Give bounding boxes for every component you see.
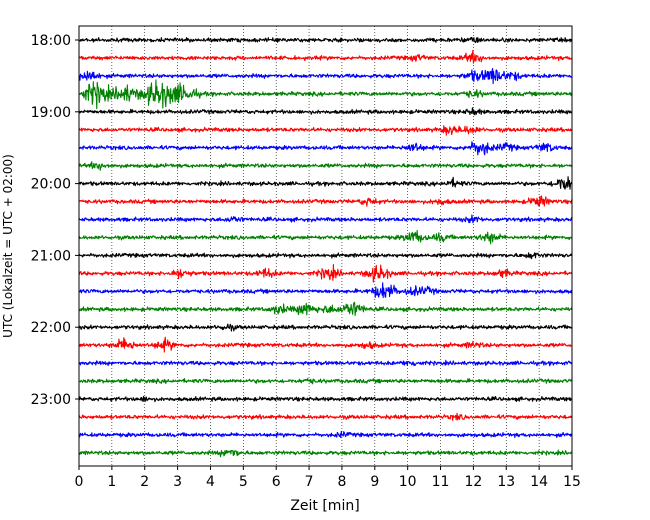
x-tick-label: 6: [272, 474, 281, 490]
trace-2045: [78, 229, 573, 245]
trace-2130: [78, 282, 573, 299]
x-tick-label: 7: [305, 474, 314, 490]
y-axis-label: UTC (Lokalzeit = UTC + 02:00): [1, 154, 15, 338]
y-tick-label: 23:00: [31, 392, 71, 408]
x-tick-label: 3: [173, 474, 182, 490]
x-tick-label: 9: [370, 474, 379, 490]
trace-2330: [78, 430, 573, 439]
grid-lines: [111, 26, 540, 466]
trace-1915: [78, 125, 573, 136]
trace-2345: [78, 449, 573, 458]
trace-2315: [78, 412, 573, 421]
trace-1845: [78, 79, 573, 110]
x-axis-ticks: 0 1 2 3 4 5 6 7 8 9 10 11 12 13 14 15: [75, 466, 581, 490]
x-tick-label: 10: [399, 474, 417, 490]
x-tick-label: 13: [497, 474, 515, 490]
y-tick-label: 18:00: [31, 33, 71, 49]
trace-1945: [78, 161, 573, 171]
x-axis-label: Zeit [min]: [290, 498, 359, 514]
y-axis-ticks: 18:00 19:00 20:00 21:00 22:00 23:00: [31, 33, 79, 408]
trace-1900: [78, 107, 573, 116]
y-tick-label: 22:00: [31, 320, 71, 336]
x-tick-label: 11: [432, 474, 450, 490]
x-tick-label: 15: [563, 474, 581, 490]
y-tick-label: 20:00: [31, 177, 71, 193]
trace-2300: [78, 395, 573, 403]
trace-1830: [78, 67, 573, 85]
x-tick-label: 2: [140, 474, 149, 490]
trace-2100: [78, 252, 573, 260]
x-tick-label: 8: [337, 474, 346, 490]
x-tick-label: 0: [75, 474, 84, 490]
trace-2115: [78, 264, 573, 283]
trace-2215: [78, 336, 573, 353]
x-tick-label: 5: [239, 474, 248, 490]
trace-2000: [78, 176, 573, 190]
trace-2030: [78, 214, 573, 224]
trace-2230: [78, 359, 573, 367]
trace-1800: [78, 36, 573, 44]
y-tick-label: 19:00: [31, 105, 71, 121]
plot-frame: [78, 25, 573, 467]
trace-2245: [78, 377, 573, 385]
trace-2145: [78, 301, 573, 316]
x-tick-label: 14: [530, 474, 548, 490]
x-tick-label: 4: [206, 474, 215, 490]
seismogram-traces: [78, 36, 573, 458]
y-tick-label: 21:00: [31, 248, 71, 264]
trace-1930: [78, 141, 573, 156]
trace-1815: [78, 49, 573, 64]
trace-2015: [78, 195, 573, 207]
x-tick-label: 12: [464, 474, 482, 490]
trace-2200: [78, 323, 573, 332]
x-tick-label: 1: [107, 474, 116, 490]
